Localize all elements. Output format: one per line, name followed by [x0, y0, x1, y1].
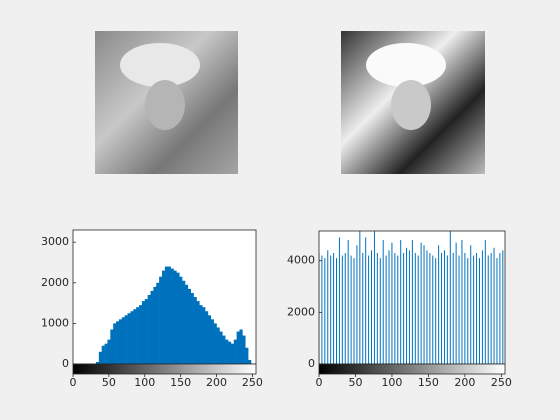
y-tick-label: 2000 — [41, 276, 69, 289]
bar — [127, 313, 131, 364]
gray-colorbar — [72, 363, 257, 375]
hat — [366, 43, 446, 87]
hat — [120, 43, 200, 87]
face — [145, 80, 185, 130]
bar — [95, 361, 100, 364]
x-tick-label: 0 — [70, 376, 77, 389]
x-tick-label: 250 — [242, 376, 263, 389]
bar — [239, 329, 243, 364]
bar — [184, 284, 189, 364]
bar — [207, 315, 212, 364]
histogram-axes: 0 2000 4000 0 50 100 150 200 250 — [287, 230, 512, 389]
gray-colorbar — [318, 363, 506, 375]
x-tick-label: 50 — [102, 376, 116, 389]
x-tick-label: 0 — [316, 376, 323, 389]
bar — [225, 339, 229, 364]
bar — [173, 270, 177, 364]
bar — [156, 282, 160, 364]
bar — [116, 321, 120, 364]
bar — [179, 276, 183, 364]
bar — [144, 299, 148, 364]
bar — [190, 292, 194, 364]
bar — [107, 339, 111, 364]
y-tick-label: 1000 — [41, 316, 69, 329]
x-tick-label: 250 — [491, 376, 512, 389]
image-original — [95, 31, 238, 174]
bar — [210, 319, 214, 364]
bar — [150, 290, 154, 364]
bar — [233, 339, 237, 364]
y-tick-label: 2000 — [287, 305, 315, 318]
bar — [230, 343, 235, 364]
x-tick-label: 200 — [206, 376, 227, 389]
bar — [133, 309, 137, 364]
bar — [153, 286, 157, 364]
bar — [236, 331, 240, 364]
bar — [213, 323, 217, 364]
x-tick-label: 150 — [418, 376, 439, 389]
y-tick-label: 3000 — [41, 235, 69, 248]
bar — [228, 341, 232, 364]
bar — [202, 307, 206, 364]
x-tick-label: 200 — [454, 376, 475, 389]
bar — [98, 351, 103, 364]
bar — [205, 311, 209, 364]
bar — [242, 335, 246, 364]
bar — [136, 307, 140, 364]
bar — [245, 347, 249, 364]
x-tick-label: 100 — [134, 376, 155, 389]
bar — [248, 359, 252, 364]
x-tick-label: 50 — [348, 376, 362, 389]
y-tick-label: 0 — [62, 357, 69, 370]
bar — [110, 329, 114, 364]
bar — [118, 319, 123, 364]
bar — [187, 288, 191, 364]
bar — [199, 305, 203, 364]
bar — [222, 335, 226, 364]
bar — [161, 270, 166, 364]
bar — [219, 331, 223, 364]
bar — [104, 343, 108, 364]
bar — [167, 266, 171, 364]
bar — [141, 301, 146, 364]
bar — [139, 305, 143, 364]
x-tick-label: 150 — [170, 376, 191, 389]
y-tick-label: 4000 — [287, 254, 315, 267]
marks — [95, 266, 252, 364]
bar — [121, 317, 125, 364]
y-tick-label: 0 — [308, 357, 315, 370]
bar — [124, 315, 128, 364]
x-tick-label: 100 — [381, 376, 402, 389]
bar — [196, 301, 200, 364]
bar — [159, 276, 163, 364]
bar — [164, 266, 169, 364]
marks — [319, 231, 504, 364]
image-equalized — [341, 31, 485, 174]
bar — [113, 323, 117, 364]
bar — [182, 280, 186, 364]
face — [391, 80, 431, 130]
bar — [101, 345, 105, 364]
bar — [170, 268, 174, 364]
bar — [216, 327, 220, 364]
bar — [176, 272, 180, 364]
bar — [147, 294, 151, 364]
bar — [193, 297, 197, 364]
histogram-axes: 0 1000 2000 3000 0 50 100 150 200 250 — [41, 229, 263, 389]
bar — [130, 311, 134, 364]
